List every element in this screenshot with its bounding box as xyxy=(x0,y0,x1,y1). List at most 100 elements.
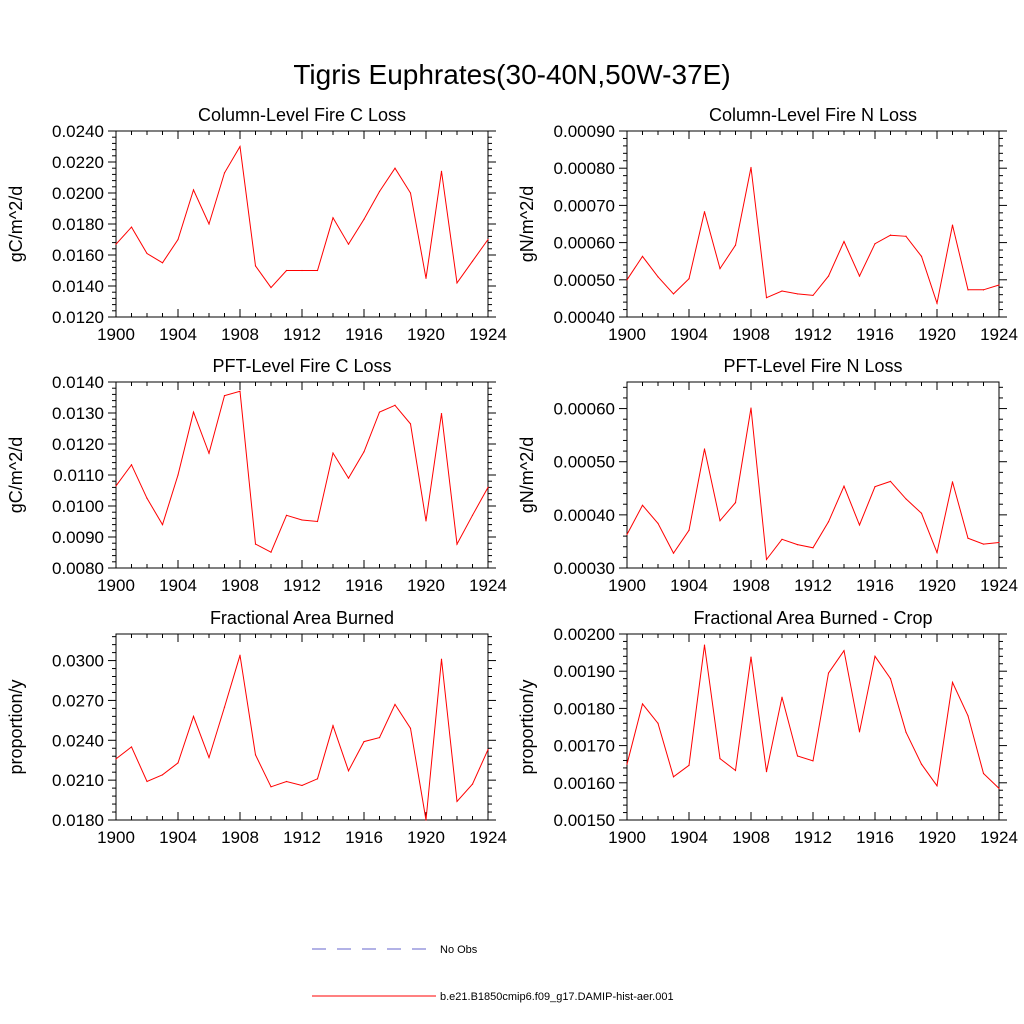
y-tick-label: 0.0080 xyxy=(52,559,104,578)
data-point xyxy=(177,474,179,476)
data-point xyxy=(254,265,257,267)
x-tick-label: 1912 xyxy=(794,325,832,344)
data-point xyxy=(115,243,117,245)
data-point xyxy=(688,529,690,531)
data-point xyxy=(998,284,1000,286)
data-point xyxy=(332,452,334,454)
data-point xyxy=(905,498,907,500)
data-point xyxy=(378,411,381,413)
x-tick-label: 1900 xyxy=(97,828,135,847)
x-tick-label: 1904 xyxy=(159,325,197,344)
y-axis-label: proportion/y xyxy=(6,679,26,774)
data-point xyxy=(223,172,226,174)
data-point xyxy=(161,524,164,526)
data-point xyxy=(177,238,179,241)
x-tick-label: 1900 xyxy=(97,576,135,595)
data-point xyxy=(239,654,241,656)
y-tick-label: 0.0120 xyxy=(52,435,104,454)
data-point xyxy=(672,776,675,778)
y-tick-label: 0.00070 xyxy=(554,196,615,215)
data-point xyxy=(982,772,985,775)
panel-0: Column-Level Fire C Loss gC/m^2/d 1900 1904… xyxy=(6,105,507,344)
data-point xyxy=(998,541,1000,544)
data-point xyxy=(347,243,350,245)
data-point xyxy=(812,760,814,762)
data-point xyxy=(874,243,876,245)
plot-frame xyxy=(626,633,1000,821)
x-tick-label: 1908 xyxy=(732,828,770,847)
y-tick-label: 0.0120 xyxy=(52,308,104,327)
data-point xyxy=(146,497,148,499)
data-point xyxy=(920,255,923,257)
data-point xyxy=(874,486,876,488)
data-point xyxy=(347,770,350,772)
data-point xyxy=(456,800,458,803)
data-point xyxy=(967,289,969,291)
data-point xyxy=(812,547,814,549)
y-tick-label: 0.0200 xyxy=(52,184,104,203)
data-point xyxy=(765,558,768,561)
data-point xyxy=(951,681,954,683)
legend-label-no-obs: No Obs xyxy=(440,944,478,956)
data-point xyxy=(874,655,876,657)
x-tick-label: 1912 xyxy=(794,576,832,595)
data-point xyxy=(734,769,737,772)
data-point xyxy=(641,255,644,257)
data-point xyxy=(332,217,334,219)
data-point xyxy=(270,286,272,289)
x-tick-label: 1908 xyxy=(221,325,259,344)
data-point xyxy=(688,278,690,280)
data-point xyxy=(487,748,489,751)
data-point xyxy=(316,778,319,780)
data-point xyxy=(889,234,892,236)
y-tick-label: 0.0100 xyxy=(52,497,104,516)
data-point xyxy=(905,235,907,237)
data-point xyxy=(223,395,226,397)
x-tick-label: 1920 xyxy=(407,325,445,344)
y-tick-label: 0.00030 xyxy=(554,559,615,578)
data-point xyxy=(796,544,799,546)
x-tick-label: 1908 xyxy=(221,828,259,847)
x-tick-label: 1924 xyxy=(980,325,1018,344)
data-point xyxy=(672,552,675,554)
data-point xyxy=(827,672,830,674)
data-point xyxy=(657,722,659,724)
panels: Column-Level Fire C Loss gC/m^2/d 1900 1904… xyxy=(6,105,1018,847)
data-point xyxy=(734,502,737,504)
plot-frame xyxy=(115,130,489,318)
data-point xyxy=(363,741,365,743)
x-tick-label: 1924 xyxy=(980,828,1018,847)
y-axis-label: gC/m^2/d xyxy=(6,186,26,262)
data-point xyxy=(208,223,210,225)
data-point xyxy=(223,706,226,708)
y-tick-label: 0.00040 xyxy=(554,308,615,327)
data-point xyxy=(409,423,412,425)
x-tick-label: 1916 xyxy=(856,325,894,344)
data-point xyxy=(192,715,195,717)
data-point xyxy=(889,678,892,680)
data-point xyxy=(347,477,350,479)
panel-title: PFT-Level Fire C Loss xyxy=(212,356,391,376)
y-tick-label: 0.0220 xyxy=(52,153,104,172)
data-point xyxy=(254,543,257,545)
data-point xyxy=(146,780,148,783)
data-point xyxy=(239,390,241,392)
y-tick-label: 0.00040 xyxy=(554,506,615,525)
y-tick-label: 0.0140 xyxy=(52,373,104,392)
data-point xyxy=(316,269,319,272)
x-tick-label: 1920 xyxy=(918,325,956,344)
y-tick-label: 0.0180 xyxy=(52,215,104,234)
data-point xyxy=(657,522,659,524)
data-point xyxy=(285,514,288,516)
y-tick-label: 0.00050 xyxy=(554,453,615,472)
data-point xyxy=(936,302,938,304)
data-point xyxy=(378,737,381,739)
x-tick-label: 1904 xyxy=(159,828,197,847)
panel-title: Column-Level Fire N Loss xyxy=(709,105,917,125)
x-tick-label: 1912 xyxy=(283,828,321,847)
series-line xyxy=(115,655,489,821)
data-point xyxy=(192,411,195,413)
panel-title: Fractional Area Burned - Crop xyxy=(693,608,932,628)
x-tick-label: 1904 xyxy=(670,828,708,847)
